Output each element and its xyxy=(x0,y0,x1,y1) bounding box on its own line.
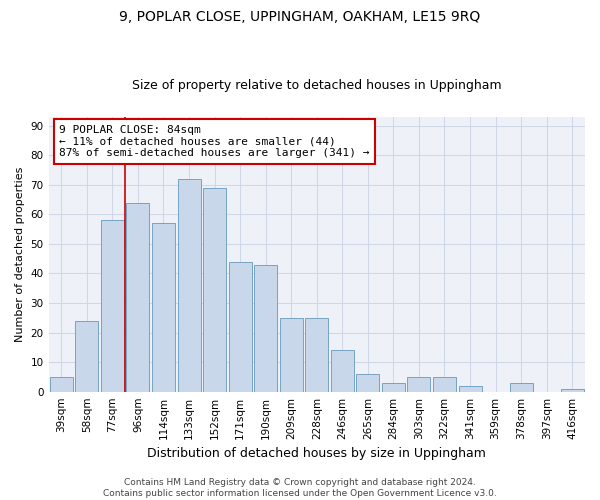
Bar xyxy=(433,377,456,392)
Title: Size of property relative to detached houses in Uppingham: Size of property relative to detached ho… xyxy=(132,79,502,92)
Y-axis label: Number of detached properties: Number of detached properties xyxy=(15,166,25,342)
Bar xyxy=(561,388,584,392)
Bar xyxy=(178,179,200,392)
Text: 9 POPLAR CLOSE: 84sqm
← 11% of detached houses are smaller (44)
87% of semi-deta: 9 POPLAR CLOSE: 84sqm ← 11% of detached … xyxy=(59,125,370,158)
Bar xyxy=(229,262,251,392)
Bar xyxy=(331,350,354,392)
Bar xyxy=(305,318,328,392)
Bar xyxy=(152,223,175,392)
Text: 9, POPLAR CLOSE, UPPINGHAM, OAKHAM, LE15 9RQ: 9, POPLAR CLOSE, UPPINGHAM, OAKHAM, LE15… xyxy=(119,10,481,24)
Bar xyxy=(407,377,430,392)
Bar xyxy=(280,318,303,392)
Bar xyxy=(254,264,277,392)
Bar xyxy=(382,383,405,392)
Bar xyxy=(76,320,98,392)
Text: Contains HM Land Registry data © Crown copyright and database right 2024.
Contai: Contains HM Land Registry data © Crown c… xyxy=(103,478,497,498)
Bar xyxy=(509,383,533,392)
Bar xyxy=(203,188,226,392)
Bar xyxy=(101,220,124,392)
Bar xyxy=(50,377,73,392)
Bar xyxy=(356,374,379,392)
X-axis label: Distribution of detached houses by size in Uppingham: Distribution of detached houses by size … xyxy=(148,447,486,460)
Bar xyxy=(458,386,482,392)
Bar xyxy=(127,202,149,392)
